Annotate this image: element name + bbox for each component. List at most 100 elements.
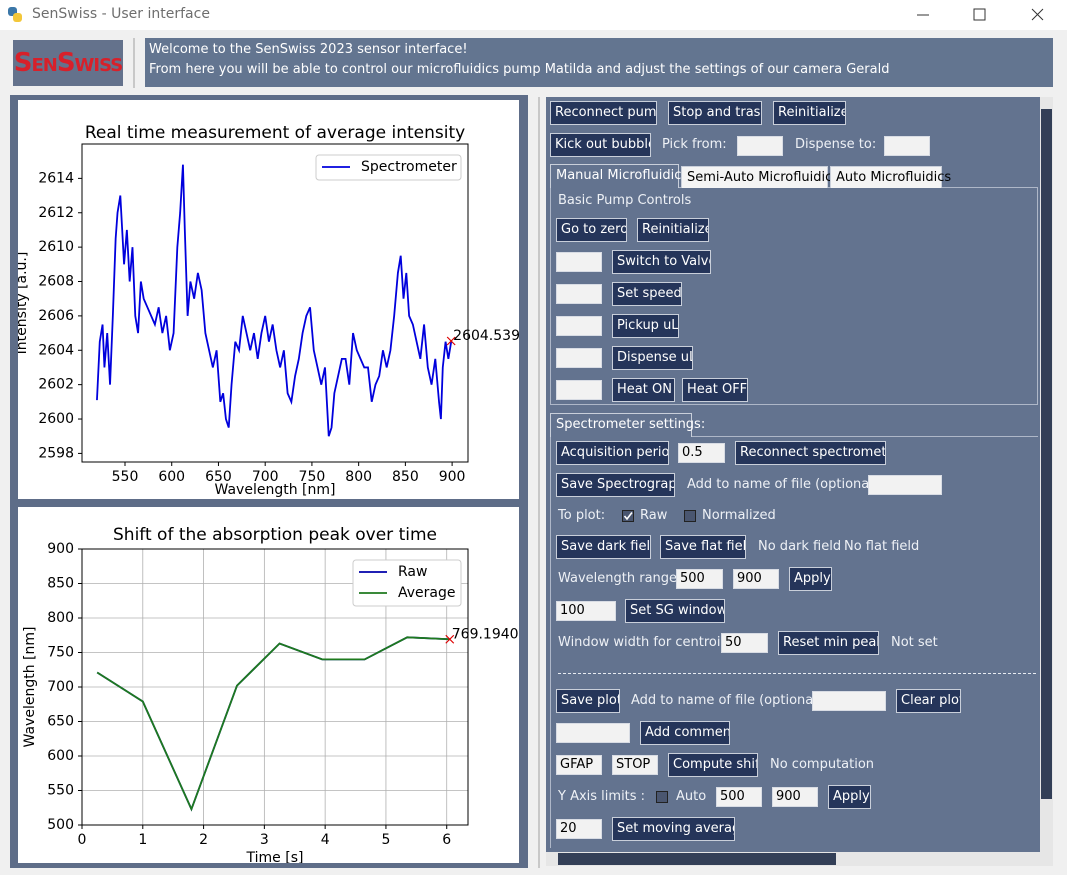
divider: [558, 673, 1036, 674]
text-entry[interactable]: 500: [716, 787, 762, 807]
button[interactable]: Acquisition period: [556, 441, 669, 465]
x-tick-label: 600: [158, 469, 185, 485]
button[interactable]: Pickup uL: [612, 314, 679, 338]
chart-title: Shift of the absorption peak over time: [113, 525, 437, 545]
x-axis-label: Time [s]: [246, 850, 304, 866]
scroll-thumb[interactable]: [1041, 109, 1052, 799]
app-icon: [8, 7, 22, 22]
text-entry[interactable]: [556, 284, 602, 304]
y-tick-label: 2600: [38, 411, 74, 427]
axes-frame: [81, 143, 469, 463]
text-entry[interactable]: 20: [556, 819, 602, 839]
y-tick-label: 2608: [38, 274, 74, 290]
button[interactable]: Save plot: [556, 689, 620, 713]
y-tick-label: 2598: [38, 445, 74, 461]
y-tick-label: 2602: [38, 377, 74, 393]
window-title: SenSwiss - User interface: [32, 6, 210, 22]
button[interactable]: Go to zero: [556, 218, 627, 242]
button[interactable]: Compute shift: [668, 753, 758, 777]
x-tick-label: 750: [299, 469, 326, 485]
label: Dispense to:: [795, 137, 877, 152]
button[interactable]: Heat ON: [612, 378, 675, 402]
button[interactable]: Set SG window: [625, 599, 725, 623]
checkbox[interactable]: [684, 510, 696, 522]
text-entry[interactable]: [884, 136, 930, 156]
button[interactable]: Heat OFF: [682, 378, 748, 402]
peak-marker: [446, 336, 456, 346]
button[interactable]: Stop and trash: [668, 101, 762, 125]
text-entry[interactable]: [812, 691, 886, 711]
text-entry[interactable]: 0.5: [678, 443, 725, 463]
label: Raw: [640, 508, 668, 523]
label: Y Axis limits :: [558, 789, 646, 804]
chart: Real time measurement of average intensi…: [14, 123, 519, 498]
horizontal-scrollbar[interactable]: [546, 852, 1040, 866]
y-tick-label: 850: [47, 576, 74, 592]
button[interactable]: Set speed: [612, 282, 682, 306]
tab[interactable]: Semi-Auto Microfluidics: [681, 166, 839, 188]
button[interactable]: Reconnect spectrometer: [735, 441, 886, 465]
label: No dark field: [758, 539, 842, 554]
y-tick-label: 2614: [38, 170, 74, 186]
button[interactable]: Reset min peak: [778, 631, 879, 655]
logo: SenSwiss: [13, 48, 123, 78]
spectrometer-frame: [550, 436, 1038, 848]
scroll-thumb[interactable]: [558, 853, 836, 865]
button[interactable]: Clear plot: [896, 689, 961, 713]
text-entry[interactable]: 900: [733, 569, 779, 589]
label: Add to name of file (optional):: [631, 693, 827, 708]
y-tick-label: 800: [47, 610, 74, 626]
welcome-line: Welcome to the SenSwiss 2023 sensor inte…: [149, 42, 468, 57]
button[interactable]: Save dark field: [556, 535, 651, 559]
x-tick-label: 2: [199, 832, 208, 848]
checkbox[interactable]: [622, 510, 634, 522]
tab[interactable]: Manual Microfluidics: [550, 164, 688, 188]
y-tick-label: 650: [47, 714, 74, 730]
button[interactable]: Reinitialize: [773, 101, 846, 125]
y-tick-label: 900: [47, 541, 74, 557]
vertical-scrollbar[interactable]: [1040, 97, 1053, 866]
checkbox[interactable]: [656, 791, 668, 803]
y-tick-label: 750: [47, 645, 74, 661]
text-entry[interactable]: 900: [772, 787, 818, 807]
text-entry[interactable]: 100: [556, 601, 616, 621]
button[interactable]: Apply: [789, 567, 832, 591]
label: Auto: [676, 789, 707, 804]
tab[interactable]: Auto Microfluidics: [830, 166, 951, 188]
button[interactable]: Set moving average: [612, 817, 735, 841]
tab[interactable]: Spectrometer settings:: [550, 413, 705, 437]
text-entry[interactable]: [556, 380, 602, 400]
y-axis-label: Wavelength [nm]: [22, 627, 38, 748]
y-axis-label: Intensity [a.u.]: [14, 252, 30, 355]
button[interactable]: Apply: [828, 785, 871, 809]
y-tick-label: 2610: [38, 239, 74, 255]
text-entry[interactable]: [556, 252, 602, 272]
text-entry[interactable]: 50: [721, 633, 768, 653]
text-entry[interactable]: [737, 136, 783, 156]
legend-label: Spectrometer: [361, 159, 457, 175]
button[interactable]: Save flat field: [660, 535, 746, 559]
window-controls[interactable]: [905, 0, 1065, 30]
label: Wavelength range:: [558, 571, 682, 586]
text-entry[interactable]: STOP: [612, 755, 658, 775]
button[interactable]: Switch to Valve: [612, 250, 711, 274]
button[interactable]: Dispense uL: [612, 346, 693, 370]
button[interactable]: Kick out bubble: [550, 133, 651, 157]
text-entry[interactable]: [868, 475, 942, 495]
button[interactable]: Add comment: [640, 721, 730, 745]
button[interactable]: Save Spectrograph: [556, 473, 675, 497]
label: Normalized: [702, 508, 776, 523]
y-tick-label: 500: [47, 817, 74, 833]
text-entry[interactable]: 500: [676, 569, 723, 589]
text-entry[interactable]: GFAP: [556, 755, 602, 775]
label: No computation: [770, 757, 875, 772]
button[interactable]: Reconnect pump: [550, 101, 657, 125]
y-tick-label: 2612: [38, 205, 74, 221]
text-entry[interactable]: [556, 723, 630, 743]
x-tick-label: 4: [321, 832, 330, 848]
plot-area: Real time measurement of average intensi…: [10, 95, 528, 868]
text-entry[interactable]: [556, 316, 602, 336]
button[interactable]: Reinitialize: [637, 218, 709, 242]
text-entry[interactable]: [556, 348, 602, 368]
x-tick-label: 700: [252, 469, 279, 485]
